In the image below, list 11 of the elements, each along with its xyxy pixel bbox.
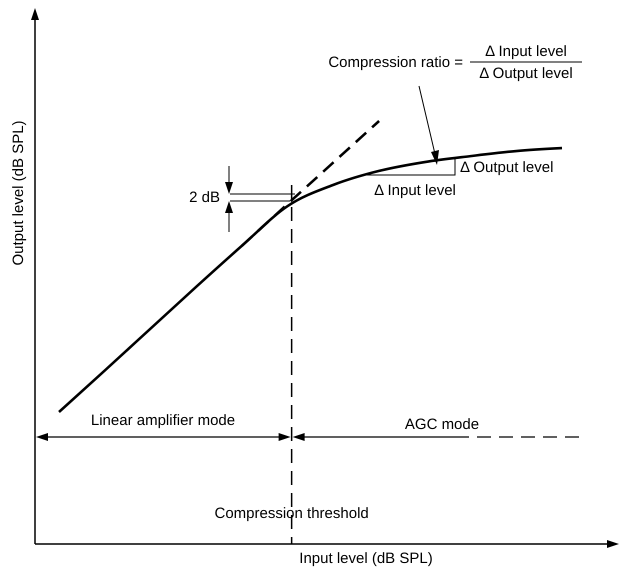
y-axis-title: Output level (dB SPL): [10, 120, 27, 266]
annotation: Linear amplifier mode: [90, 412, 236, 429]
annotation: Δ Input level: [374, 182, 456, 199]
annotation: Δ Output level: [460, 159, 554, 176]
annotation: Compression threshold: [214, 505, 369, 522]
x-axis-title: Input level (dB SPL): [299, 550, 433, 567]
text: Δ Output level: [479, 65, 573, 82]
text: Compression ratio =: [328, 54, 464, 71]
text: Δ Input level: [485, 43, 567, 60]
annotation: 2 dB: [189, 189, 220, 206]
annotation: AGC mode: [404, 416, 480, 433]
